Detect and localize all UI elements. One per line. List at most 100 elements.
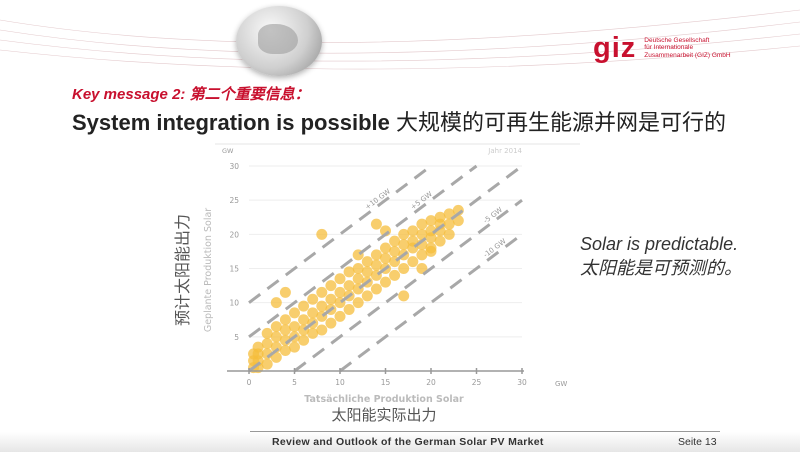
data-point [370,259,382,271]
data-point [316,286,328,298]
globe-image [236,6,322,76]
data-point [452,215,464,227]
data-point [343,280,355,292]
data-point [334,273,346,285]
data-point [380,242,391,254]
giz-logo: giz Deutsche Gesellschaft für Internatio… [593,32,731,64]
data-point [425,215,437,227]
side-note-cn: 太阳能是可预测的。 [580,258,742,278]
logo-text: Deutsche Gesellschaft für Internationale… [644,36,731,59]
data-point [316,324,328,336]
data-point [307,307,319,319]
reference-line [339,233,523,373]
data-point [316,228,328,240]
data-point [398,290,410,302]
data-point [361,290,373,302]
data-point [334,310,346,322]
data-point [443,228,455,240]
x-tick-label: 25 [472,378,482,387]
reference-line [248,164,523,373]
data-point [252,341,264,353]
x-tick-label: 30 [517,378,527,387]
data-point [380,276,391,288]
data-point [389,269,401,281]
data-point [279,286,291,298]
data-point [443,208,455,220]
reference-line [293,198,523,373]
data-point [352,297,364,309]
chart-title: Jahr 2014 [487,147,522,155]
data-point [298,300,310,312]
footer-divider [250,431,720,432]
data-point [407,225,419,237]
y-tick-label: 30 [229,162,239,171]
data-point [325,317,337,329]
data-point [289,321,300,333]
data-point [352,273,364,285]
data-point [380,252,391,264]
data-point [325,293,337,305]
data-point [434,235,446,247]
y-axis-label: Geplante Produktion Solar [203,208,214,332]
data-point [261,338,273,350]
data-point [270,321,282,333]
data-point [361,266,373,278]
side-note: Solar is predictable. 太阳能是可预测的。 [580,232,742,280]
data-point [434,211,446,223]
footer: Review and Outlook of the German Solar P… [0,432,800,452]
x-axis-label-cn: 太阳能实际出力 [331,406,436,424]
data-point [270,351,282,363]
data-point [270,331,282,343]
data-point [370,249,382,261]
data-point [298,314,310,326]
data-point [343,266,355,278]
data-point [416,249,428,261]
data-point [370,283,382,295]
title-cn: 大规模的可再生能源并网是可行的 [389,110,726,135]
data-point [407,256,419,268]
footer-title: Review and Outlook of the German Solar P… [272,436,544,448]
data-point [398,239,410,251]
y-tick-label: 10 [229,299,239,308]
data-point [416,218,428,230]
data-point [416,228,428,240]
x-tick-label: 0 [247,378,252,387]
y-tick-label: 5 [234,333,239,342]
data-point [261,358,273,370]
data-point [289,307,300,319]
slide-title: System integration is possible 大规模的可再生能源… [72,105,726,137]
data-point [370,218,382,230]
reference-line [248,164,432,304]
data-point [352,263,364,274]
data-point [270,297,282,309]
y-tick-label: 25 [229,196,239,205]
data-point [261,327,273,339]
logo-mark: giz [593,32,637,64]
data-point [398,228,410,240]
data-point [443,218,455,230]
data-point [389,245,401,257]
x-tick-label: 5 [292,378,297,387]
x-tick-label: 15 [381,378,391,387]
data-point [389,235,401,247]
data-point [343,304,355,315]
reference-line [248,164,478,339]
data-point [289,341,300,353]
header-decoration [0,9,800,70]
x-tick-label: 20 [426,378,436,387]
y-axis-label-cn: 预计太阳能出力 [173,214,192,326]
data-point [416,263,428,274]
x-unit: GW [555,380,567,388]
data-point [307,293,319,305]
y-unit: GW [222,147,234,155]
data-point [298,334,310,346]
x-axis-label: Tatsächliche Produktion Solar [304,394,464,405]
data-point [316,300,328,312]
data-point [325,280,337,292]
x-tick-label: 10 [335,378,345,387]
data-point [307,327,319,339]
data-point [361,256,373,268]
page-number: Seite 13 [678,436,717,448]
title-en: System integration is possible [72,110,390,135]
